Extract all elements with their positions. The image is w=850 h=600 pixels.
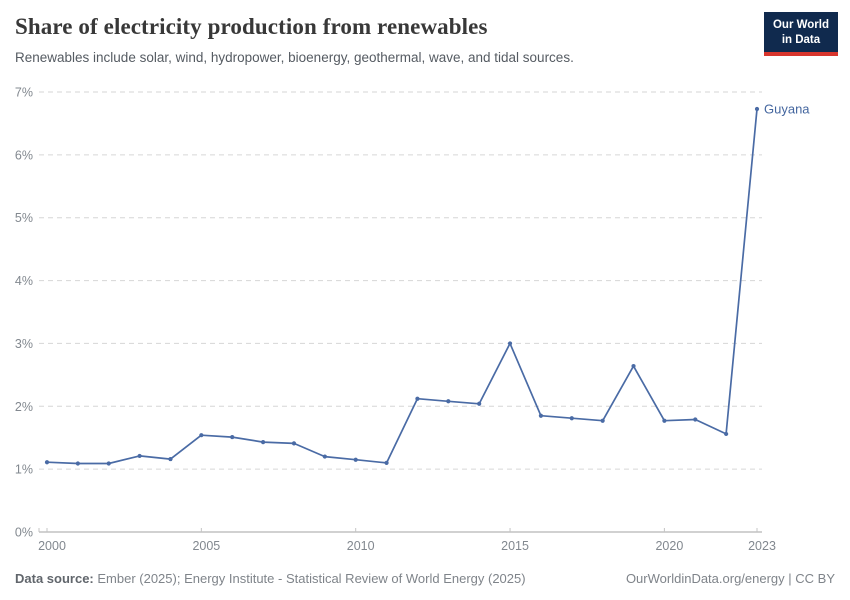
chart-footer: Data source: Ember (2025); Energy Instit… <box>15 571 835 586</box>
x-tick-label: 2023 <box>748 539 776 553</box>
entity-label-guyana[interactable]: Guyana <box>764 101 810 116</box>
x-tick-label: 2010 <box>347 539 375 553</box>
owid-logo-line1: Our World <box>772 19 829 31</box>
data-point[interactable] <box>662 418 667 423</box>
y-tick-label: 2% <box>15 400 33 414</box>
y-tick-label: 1% <box>15 463 33 477</box>
attribution-link[interactable]: OurWorldinData.org/energy | CC BY <box>625 571 835 586</box>
data-point[interactable] <box>446 399 451 404</box>
data-point[interactable] <box>569 416 574 421</box>
x-tick-label: 2005 <box>192 539 220 553</box>
x-tick-label: 2020 <box>655 539 683 553</box>
data-point[interactable] <box>724 431 729 437</box>
chart-area: 0% 1% 2% 3% 4% 5% 6% 7% 2000 2005 2010 2015 2020 2023… <box>0 80 850 560</box>
data-point[interactable] <box>137 453 142 459</box>
data-source-note: Data source: Ember (2025); Energy Instit… <box>15 571 526 586</box>
data-point[interactable] <box>477 401 482 406</box>
page-title: Share of electricity production from ren… <box>15 14 488 39</box>
data-point[interactable] <box>44 460 50 465</box>
y-tick-label: 3% <box>15 337 33 351</box>
data-point[interactable] <box>230 434 235 440</box>
data-point[interactable] <box>75 461 80 466</box>
line-chart-canvas[interactable]: 0% 1% 2% 3% 4% 5% 6% 7% 2000 2005 2010 2015 2020 2023… <box>0 80 850 560</box>
y-tick-label: 5% <box>15 211 33 225</box>
data-source-text: Ember (2025); Energy Institute - Statist… <box>93 571 526 586</box>
y-tick-label: 7% <box>15 86 33 100</box>
data-point[interactable] <box>260 440 266 445</box>
x-tick-label: 2000 <box>38 539 66 553</box>
owid-logo-line2: in Data <box>781 33 821 46</box>
data-point[interactable] <box>415 396 420 401</box>
data-point[interactable] <box>384 460 389 465</box>
data-point[interactable] <box>168 456 173 462</box>
data-point[interactable] <box>291 441 297 446</box>
data-point[interactable] <box>631 363 636 369</box>
y-tick-label: 4% <box>15 274 33 288</box>
data-point[interactable] <box>754 106 760 112</box>
data-point[interactable] <box>538 413 544 418</box>
data-point[interactable] <box>693 417 698 422</box>
chart-subtitle: Renewables include solar, wind, hydropow… <box>15 50 574 65</box>
x-tick-label: 2015 <box>501 539 529 553</box>
y-tick-label: 0% <box>15 526 33 540</box>
data-point[interactable] <box>106 461 111 466</box>
data-point[interactable] <box>507 341 513 346</box>
data-point[interactable] <box>322 454 327 459</box>
data-point[interactable] <box>600 418 605 423</box>
owid-logo: Our World in Data <box>763 12 838 56</box>
y-tick-label: 6% <box>15 148 33 162</box>
data-point[interactable] <box>199 433 204 438</box>
series-line-guyana[interactable] <box>46 108 758 465</box>
data-point[interactable] <box>353 457 358 462</box>
data-source-label: Data source: <box>15 571 94 586</box>
